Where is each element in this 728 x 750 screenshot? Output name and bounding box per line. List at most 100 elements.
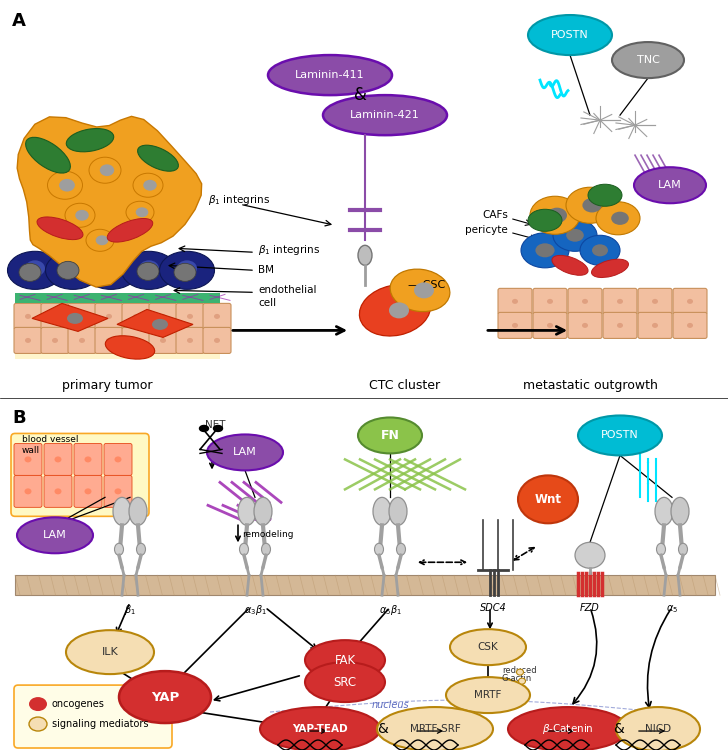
Ellipse shape bbox=[86, 230, 114, 251]
Ellipse shape bbox=[84, 251, 138, 290]
FancyBboxPatch shape bbox=[14, 685, 172, 748]
Ellipse shape bbox=[119, 671, 211, 723]
Ellipse shape bbox=[45, 251, 100, 290]
Ellipse shape bbox=[612, 211, 629, 225]
Ellipse shape bbox=[268, 55, 392, 95]
FancyBboxPatch shape bbox=[14, 304, 42, 329]
Ellipse shape bbox=[75, 210, 89, 220]
Ellipse shape bbox=[512, 299, 518, 304]
Ellipse shape bbox=[518, 476, 578, 524]
Ellipse shape bbox=[508, 707, 628, 750]
Text: CSK: CSK bbox=[478, 642, 499, 652]
Ellipse shape bbox=[616, 707, 700, 750]
Ellipse shape bbox=[133, 173, 163, 197]
Text: primary tumor: primary tumor bbox=[62, 379, 152, 392]
Ellipse shape bbox=[612, 42, 684, 78]
Ellipse shape bbox=[106, 336, 154, 359]
FancyBboxPatch shape bbox=[673, 288, 707, 314]
Text: FZD: FZD bbox=[580, 603, 600, 613]
Ellipse shape bbox=[133, 338, 139, 343]
Ellipse shape bbox=[578, 416, 662, 455]
Text: $\beta_1$ integrins: $\beta_1$ integrins bbox=[208, 194, 270, 207]
Ellipse shape bbox=[137, 543, 146, 555]
FancyBboxPatch shape bbox=[122, 304, 150, 329]
Ellipse shape bbox=[566, 188, 614, 224]
Ellipse shape bbox=[25, 488, 31, 494]
FancyBboxPatch shape bbox=[603, 288, 637, 314]
Ellipse shape bbox=[360, 285, 430, 336]
FancyBboxPatch shape bbox=[203, 304, 231, 329]
Ellipse shape bbox=[389, 497, 407, 525]
Ellipse shape bbox=[575, 542, 605, 568]
Ellipse shape bbox=[657, 543, 665, 555]
Ellipse shape bbox=[29, 697, 47, 711]
FancyBboxPatch shape bbox=[68, 328, 96, 353]
Text: LAM: LAM bbox=[233, 448, 257, 458]
Text: FN: FN bbox=[381, 429, 400, 442]
Text: nucleus: nucleus bbox=[371, 700, 409, 710]
Ellipse shape bbox=[446, 677, 530, 713]
Ellipse shape bbox=[135, 207, 149, 218]
Text: remodeling: remodeling bbox=[242, 530, 293, 538]
Text: CAFs: CAFs bbox=[482, 210, 508, 220]
Ellipse shape bbox=[126, 201, 154, 223]
Ellipse shape bbox=[373, 497, 391, 525]
Ellipse shape bbox=[17, 518, 93, 554]
Ellipse shape bbox=[133, 314, 139, 319]
Ellipse shape bbox=[137, 262, 159, 280]
Ellipse shape bbox=[89, 158, 121, 183]
Ellipse shape bbox=[207, 434, 283, 470]
Ellipse shape bbox=[66, 630, 154, 674]
Text: NICD: NICD bbox=[645, 724, 671, 734]
Ellipse shape bbox=[450, 629, 526, 665]
Text: reduced: reduced bbox=[502, 665, 537, 674]
FancyBboxPatch shape bbox=[673, 313, 707, 338]
Ellipse shape bbox=[687, 299, 693, 304]
Polygon shape bbox=[15, 304, 220, 359]
Ellipse shape bbox=[57, 261, 79, 279]
Ellipse shape bbox=[521, 232, 569, 268]
Text: CTC cluster: CTC cluster bbox=[369, 379, 440, 392]
Ellipse shape bbox=[528, 209, 562, 231]
Text: SRC: SRC bbox=[333, 676, 357, 688]
Ellipse shape bbox=[553, 219, 597, 251]
Text: Laminin-421: Laminin-421 bbox=[350, 110, 420, 120]
FancyBboxPatch shape bbox=[41, 328, 69, 353]
Text: &: & bbox=[354, 86, 366, 104]
Ellipse shape bbox=[25, 314, 31, 319]
Ellipse shape bbox=[187, 338, 193, 343]
FancyBboxPatch shape bbox=[176, 304, 204, 329]
Ellipse shape bbox=[414, 282, 434, 298]
Text: Wnt: Wnt bbox=[534, 493, 561, 506]
Ellipse shape bbox=[67, 313, 83, 324]
Ellipse shape bbox=[101, 260, 121, 276]
FancyBboxPatch shape bbox=[44, 443, 72, 476]
Text: G-actin: G-actin bbox=[502, 674, 532, 682]
Ellipse shape bbox=[687, 323, 693, 328]
Text: LAM: LAM bbox=[43, 530, 67, 540]
Ellipse shape bbox=[79, 338, 85, 343]
FancyBboxPatch shape bbox=[15, 575, 715, 596]
Ellipse shape bbox=[84, 488, 92, 494]
Ellipse shape bbox=[260, 707, 380, 750]
Ellipse shape bbox=[634, 167, 706, 203]
Ellipse shape bbox=[358, 245, 372, 266]
Ellipse shape bbox=[160, 338, 166, 343]
FancyBboxPatch shape bbox=[14, 476, 42, 507]
Ellipse shape bbox=[139, 260, 159, 276]
Ellipse shape bbox=[261, 543, 271, 555]
Ellipse shape bbox=[47, 171, 82, 200]
Ellipse shape bbox=[305, 662, 385, 702]
Ellipse shape bbox=[29, 717, 47, 731]
Ellipse shape bbox=[177, 260, 197, 276]
Text: MRTF-SRF: MRTF-SRF bbox=[410, 724, 460, 734]
Ellipse shape bbox=[160, 314, 166, 319]
Text: FAK: FAK bbox=[334, 654, 355, 667]
Text: $\beta_1$ integrins: $\beta_1$ integrins bbox=[258, 243, 320, 257]
Text: Laminin-411: Laminin-411 bbox=[295, 70, 365, 80]
Ellipse shape bbox=[65, 203, 95, 227]
Text: — CSC: — CSC bbox=[408, 280, 446, 290]
Text: MRTF: MRTF bbox=[475, 690, 502, 700]
Ellipse shape bbox=[114, 543, 124, 555]
Ellipse shape bbox=[528, 15, 612, 55]
